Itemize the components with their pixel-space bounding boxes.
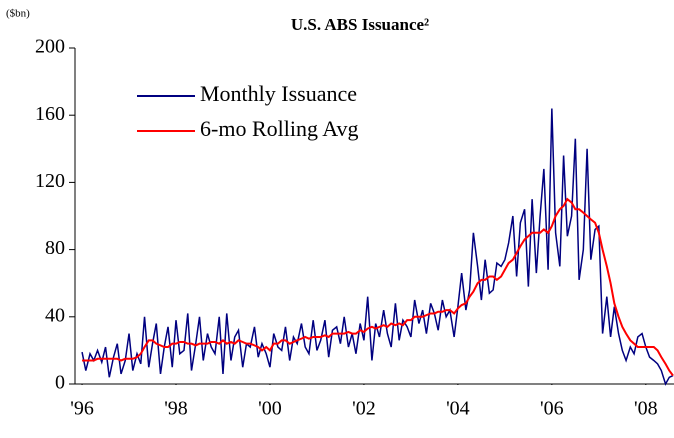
y-tick-label: 40: [45, 304, 65, 326]
legend-label: Monthly Issuance: [200, 81, 357, 106]
y-tick-label: 120: [35, 170, 65, 192]
y-tick-label: 80: [45, 237, 65, 259]
x-tick-label: '08: [634, 398, 658, 420]
legend-label: 6-mo Rolling Avg: [200, 116, 359, 141]
y-tick-label: 0: [55, 372, 65, 394]
x-tick-label: '96: [70, 398, 94, 420]
y-axis-label: ($bn): [6, 8, 30, 20]
x-tick-label: '02: [352, 398, 376, 420]
chart-title: U.S. ABS Issuance²: [291, 15, 429, 34]
x-tick-label: '06: [540, 398, 564, 420]
series-line: [81, 108, 674, 386]
x-tick-label: '04: [446, 398, 470, 420]
x-tick-label: '00: [258, 398, 282, 420]
y-tick-label: 200: [35, 36, 65, 58]
x-tick-label: '98: [164, 398, 188, 420]
series-line: [82, 197, 674, 377]
y-tick-label: 160: [35, 103, 65, 125]
